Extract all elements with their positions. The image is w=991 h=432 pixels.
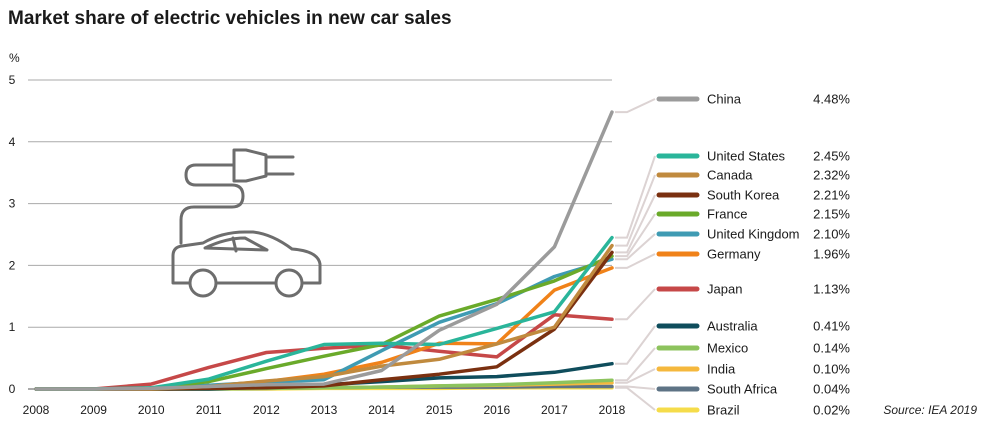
legend-series-name: Mexico [707,341,748,356]
x-tick-label: 2015 [426,403,453,417]
legend-item-india: India 0.10% [656,362,850,377]
legend-series-value: 0.14% [813,341,850,356]
x-tick-label: 2016 [483,403,510,417]
y-axis-ticks: 0 1 2 3 4 5 [9,73,16,396]
legend-series-value: 1.96% [813,247,850,262]
y-axis-unit-label: % [9,51,20,65]
y-tick-label: 2 [9,258,16,272]
legend-series-name: Japan [707,282,742,297]
y-tick-label: 5 [9,73,16,87]
car-wheel-front [188,268,218,298]
legend-series-name: Canada [707,168,753,183]
legend-item-canada: Canada 2.32% [656,168,850,183]
leader-line [615,386,656,411]
series-line-china [34,110,614,391]
legend-item-united-states: United States 2.45% [656,149,850,164]
legend-series-name: Brazil [707,403,740,418]
legend-series-value: 2.32% [813,168,850,183]
legend-series-value: 0.04% [813,382,850,397]
legend-series-name: France [707,207,747,222]
leader-line [615,288,656,321]
y-tick-label: 0 [9,382,16,396]
leader-line [615,174,656,247]
legend-item-france: France 2.15% [656,207,850,222]
legend-series-name: South Africa [707,382,778,397]
x-tick-label: 2009 [80,403,107,417]
legend-item-germany: Germany 1.96% [656,247,850,262]
x-tick-label: 2011 [196,403,222,417]
y-tick-label: 3 [9,197,16,211]
x-tick-label: 2012 [253,403,280,417]
leader-line [615,347,656,382]
leader-line [615,325,656,365]
data-series [34,110,614,391]
legend-series-value: 2.21% [813,188,850,203]
legend-item-australia: Australia 0.41% [656,319,850,334]
x-tick-label: 2017 [541,403,568,417]
legend: China 4.48% United States 2.45% Canada 2.32% S… [656,92,850,418]
x-tick-label: 2010 [138,403,165,417]
y-tick-label: 4 [9,135,16,149]
series-line-germany [34,266,614,391]
legend-item-china: China 4.48% [656,92,850,107]
legend-item-mexico: Mexico 0.14% [656,341,850,356]
leader-line [615,253,656,269]
legend-series-value: 4.48% [813,92,850,107]
x-tick-label: 2014 [368,403,395,417]
legend-item-united-kingdom: United Kingdom 2.10% [656,227,850,242]
legend-series-value: 2.15% [813,207,850,222]
legend-item-brazil: Brazil 0.02% [656,403,850,418]
plug-body [232,148,268,183]
leader-line [615,194,656,254]
legend-item-south-korea: South Korea 2.21% [656,188,850,203]
car-with-plug-icon [171,148,322,298]
charging-cable [179,163,245,245]
legend-series-name: Germany [707,247,761,262]
leader-line [615,98,656,114]
car-door-line [231,236,238,253]
legend-series-name: China [707,92,742,107]
legend-series-name: South Korea [707,188,780,203]
legend-series-name: India [707,362,736,377]
series-line-united-states [34,235,614,391]
source-note: Source: IEA 2019 [883,403,977,417]
legend-series-value: 0.41% [813,319,850,334]
legend-series-name: Australia [707,319,758,334]
series-line-japan [34,313,614,391]
car-body [171,230,322,285]
chart-title: Market share of electric vehicles in new… [8,8,452,29]
car-window [203,236,269,252]
gridlines [28,79,612,390]
x-tick-label: 2013 [311,403,338,417]
x-axis-ticks: 2008 2009 2010 2011 2012 2013 2014 2015 2016 2017… [23,403,626,417]
legend-series-name: United Kingdom [707,227,800,242]
legend-item-japan: Japan 1.13% [656,282,850,297]
car-wheel-rear [274,268,304,298]
legend-series-value: 1.13% [813,282,850,297]
leader-line [615,155,656,239]
legend-series-value: 0.02% [813,403,850,418]
x-tick-label: 2018 [599,403,626,417]
leader-line [615,368,656,384]
legend-series-name: United States [707,149,786,164]
legend-leader-lines [615,98,656,411]
leader-line [615,385,656,390]
leader-line [615,233,656,261]
x-tick-label: 2008 [23,403,50,417]
leader-line [615,213,656,258]
legend-series-value: 2.10% [813,227,850,242]
series-line-united-kingdom [34,257,614,391]
y-tick-label: 1 [9,320,16,334]
legend-item-south-africa: South Africa 0.04% [656,382,850,397]
legend-series-value: 0.10% [813,362,850,377]
legend-series-value: 2.45% [813,149,850,164]
